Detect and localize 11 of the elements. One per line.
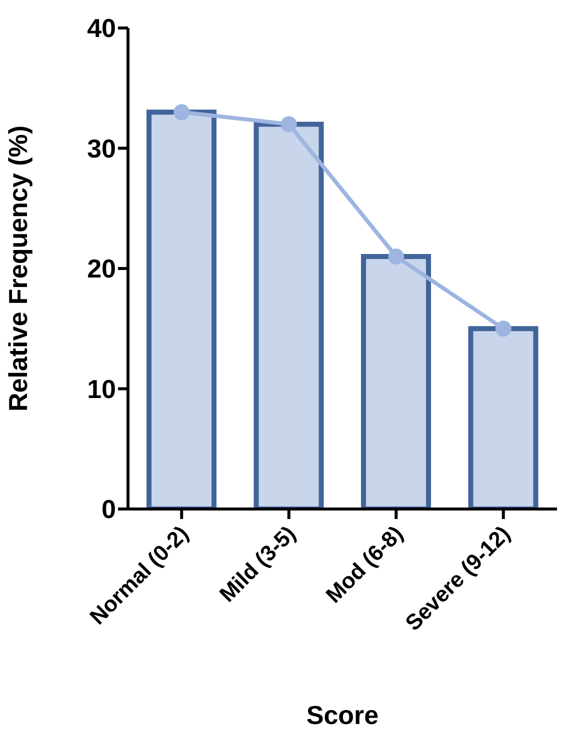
y-tick-label: 40 [87,13,116,44]
x-axis-title: Score [306,700,379,730]
point [174,104,190,120]
y-tick-label: 0 [102,494,116,524]
y-tick-label: 20 [87,254,116,284]
y-tick-label: 10 [87,374,116,404]
point [280,116,297,132]
y-tick-label: 30 [87,133,116,164]
point [495,320,512,337]
y-axis-title: Relative Frequency (%) [3,125,34,412]
point [388,248,404,264]
